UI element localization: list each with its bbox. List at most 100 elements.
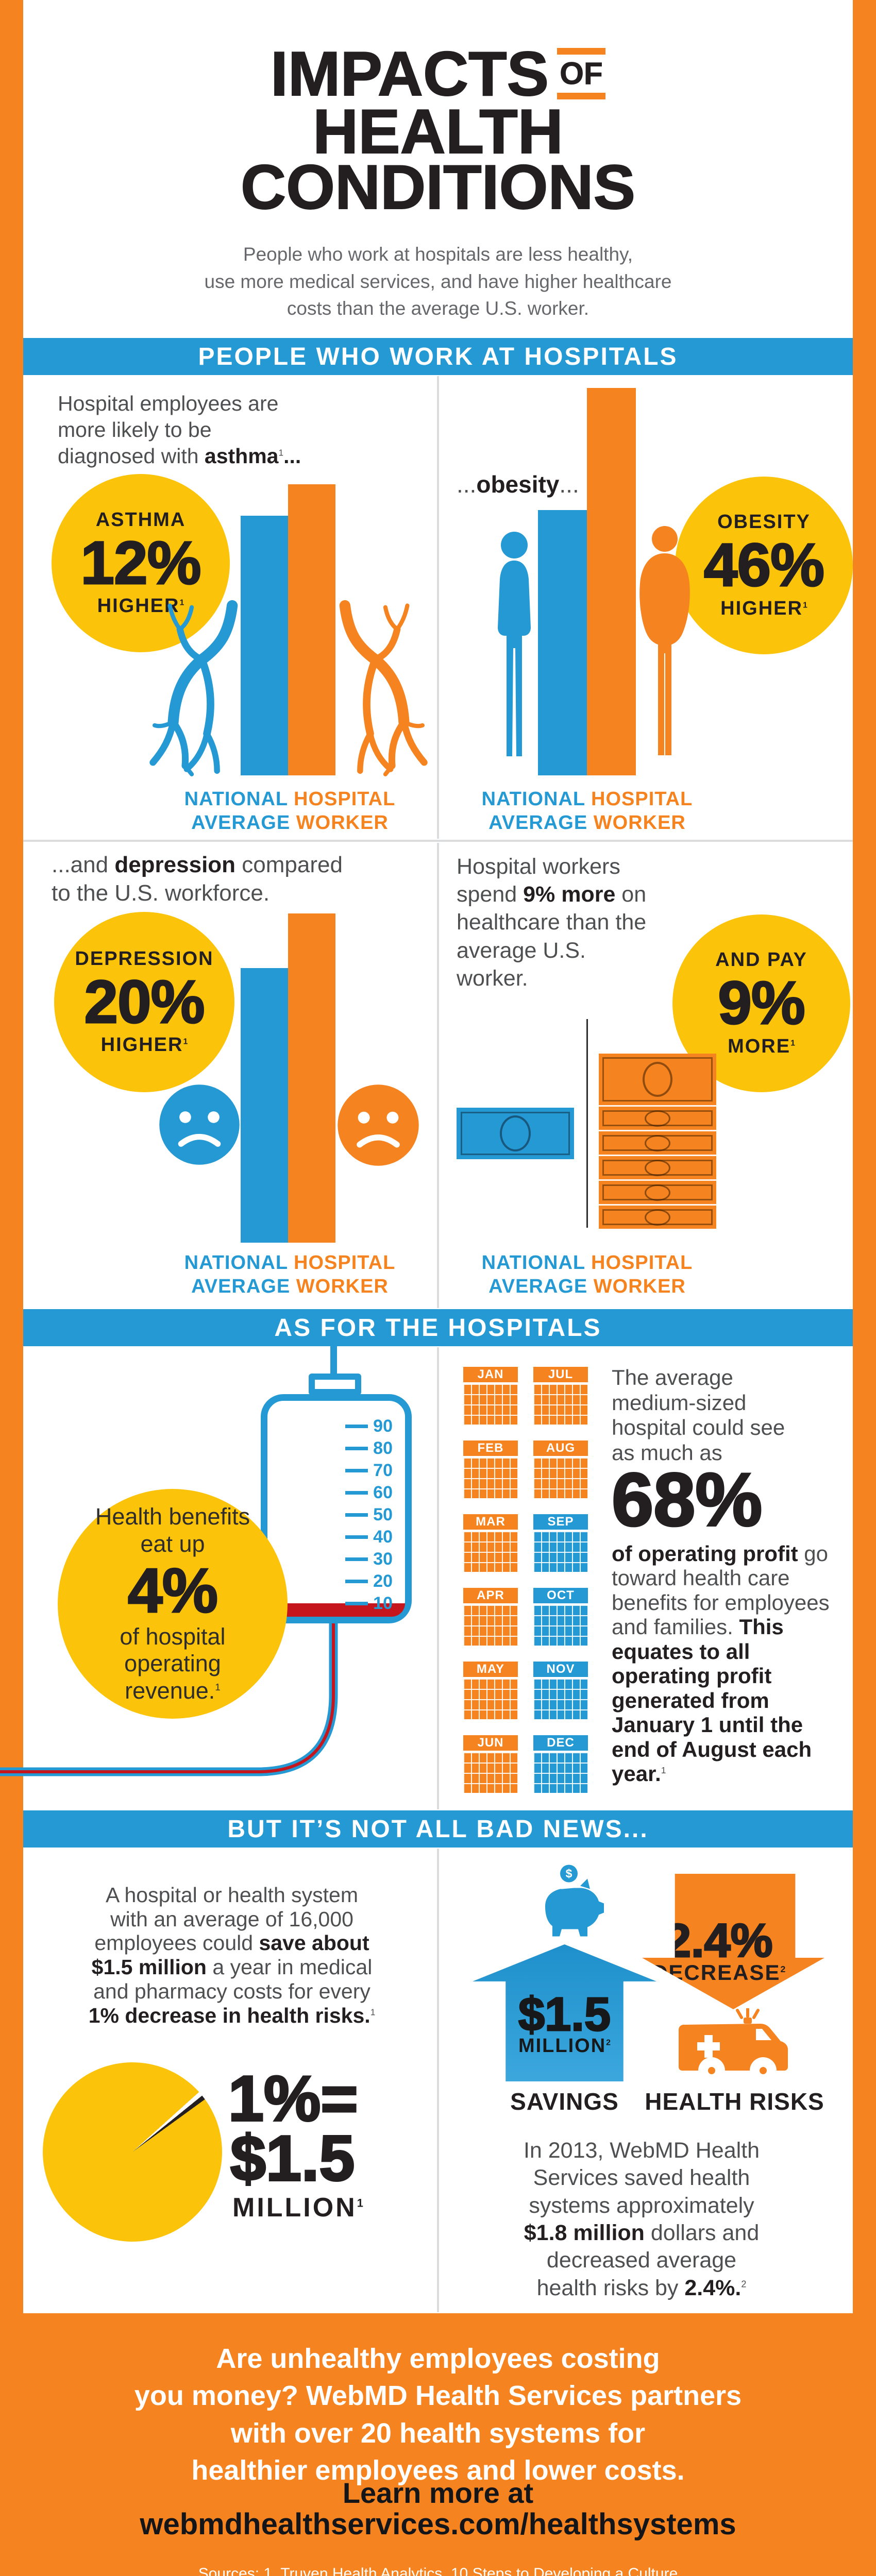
column-divider-3 bbox=[437, 1347, 439, 1809]
pie-equation-line1: 1%= bbox=[227, 2063, 359, 2134]
iv-badge-caption: of hospital operating revenue.1 bbox=[120, 1623, 226, 1704]
calendar-may: MAY bbox=[463, 1662, 518, 1719]
orange-bill-3 bbox=[599, 1130, 716, 1155]
calendar-apr: APR bbox=[463, 1588, 518, 1646]
profit-intro-text: The average medium-sized hospital could … bbox=[612, 1365, 785, 1465]
asthma-badge-value: 12% bbox=[80, 529, 202, 597]
learn-more-label: Learn more at bbox=[342, 2477, 534, 2509]
spend-badge-value: 9% bbox=[717, 969, 806, 1038]
iv-hanger bbox=[309, 1374, 361, 1395]
column-divider-4 bbox=[437, 1849, 439, 2312]
title-of-block: OF bbox=[557, 48, 605, 99]
bar-national-average bbox=[241, 516, 288, 775]
column-divider-2 bbox=[437, 843, 439, 1308]
left-border-rail bbox=[0, 0, 23, 2576]
calendar-jun: JUN bbox=[463, 1735, 518, 1793]
intro-subtitle: People who work at hospitals are less he… bbox=[204, 244, 672, 319]
obesity-badge-caption: HIGHER1 bbox=[720, 597, 807, 619]
one-percent-pie-chart bbox=[43, 2062, 222, 2242]
depression-paragraph: ...and depression compared to the U.S. w… bbox=[52, 852, 343, 906]
iv-tick-20: 20 bbox=[345, 1570, 393, 1592]
risk-decrease-unit: DECREASE2 bbox=[652, 1960, 786, 1985]
section-banner-good-news: BUT IT’S NOT ALL BAD NEWS... bbox=[23, 1810, 853, 1848]
profit-value: 68% bbox=[611, 1458, 763, 1541]
savings-label: SAVINGS bbox=[510, 2088, 619, 2115]
asthma-bar-chart bbox=[241, 484, 335, 775]
results-2013-paragraph: In 2013, WebMD Health Services saved hea… bbox=[523, 2138, 760, 2300]
ambulance-icon bbox=[679, 2008, 788, 2079]
obesity-badge-title: OBESITY bbox=[717, 511, 811, 533]
calendar-nov: NOV bbox=[533, 1662, 588, 1719]
iv-tick-30: 30 bbox=[345, 1548, 393, 1570]
iv-scale: 90 80 70 60 50 40 30 20 10 bbox=[345, 1415, 393, 1615]
asthma-badge-title: ASTHMA bbox=[95, 509, 186, 531]
piggy-bank-icon: $ bbox=[545, 1865, 604, 1937]
right-border-rail bbox=[853, 0, 876, 2576]
iv-tick-50: 50 bbox=[345, 1504, 393, 1526]
orange-bill-2 bbox=[599, 1105, 716, 1130]
obesity-paragraph: ...obesity... bbox=[457, 471, 579, 498]
sources-line-1: Sources: 1. Truven Health Analytics, 10 … bbox=[198, 2565, 678, 2576]
obesity-badge-value: 46% bbox=[703, 531, 825, 600]
of-bottom-bar bbox=[557, 93, 605, 99]
risk-down-arrow: 2.4% DECREASE2 bbox=[642, 1874, 824, 2009]
depression-stat-badge: DEPRESSION 20% HIGHER1 bbox=[54, 912, 234, 1092]
learn-more-url[interactable]: webmdhealthservices.com/healthsystems bbox=[140, 2507, 736, 2541]
asthma-chart-labels: NATIONAL HOSPITAL AVERAGE WORKER bbox=[184, 788, 396, 834]
obese-person-icon bbox=[639, 526, 690, 755]
page-title-line2: HEALTH bbox=[312, 96, 564, 167]
spend-paragraph: Hospital workers spend 9% more on health… bbox=[457, 854, 647, 991]
depression-badge-caption: HIGHER1 bbox=[100, 1034, 188, 1056]
health-risks-label: HEALTH RISKS bbox=[645, 2088, 824, 2115]
page-title-line3: CONDITIONS bbox=[240, 151, 636, 223]
calendar-sep: SEP bbox=[533, 1514, 588, 1572]
orange-bill-1 bbox=[599, 1054, 716, 1105]
asthma-badge-caption: HIGHER1 bbox=[97, 595, 184, 617]
asthma-paragraph: Hospital employees are more likely to be… bbox=[58, 392, 301, 468]
bar-national-average bbox=[241, 968, 288, 1243]
calendar-grid: JAN FEB MAR APR MAY JUN JUL AUG SEP OCT NOV DEC bbox=[463, 1367, 588, 1793]
title-impacts: IMPACTS bbox=[270, 38, 549, 109]
orange-bill-4 bbox=[599, 1155, 716, 1179]
asthma-stat-badge: ASTHMA 12% HIGHER1 bbox=[52, 474, 230, 652]
calendar-jul: JUL bbox=[533, 1367, 588, 1425]
dollar-bill-stack-icon-orange bbox=[599, 1054, 716, 1229]
svg-text:$: $ bbox=[566, 1867, 572, 1880]
column-divider-1 bbox=[437, 376, 439, 839]
spend-badge-caption: MORE1 bbox=[728, 1035, 795, 1057]
calendar-dec: DEC bbox=[533, 1735, 588, 1793]
iv-tick-90: 90 bbox=[345, 1415, 393, 1437]
lung-icon-orange bbox=[339, 600, 428, 776]
money-chart-divider bbox=[586, 1019, 588, 1228]
section-banner-hospitals: AS FOR THE HOSPITALS bbox=[23, 1309, 853, 1346]
iv-badge-lead: Health benefits eat up bbox=[95, 1503, 250, 1557]
iv-tick-80: 80 bbox=[345, 1437, 393, 1460]
section-banner-people: PEOPLE WHO WORK AT HOSPITALS bbox=[23, 338, 853, 375]
of-top-bar bbox=[557, 48, 605, 55]
dollar-bill-icon-blue bbox=[457, 1108, 574, 1159]
title-of: OF bbox=[560, 56, 603, 91]
page-title-line1: IMPACTS OF bbox=[23, 38, 853, 109]
savings-amount: $1.5 bbox=[517, 1988, 611, 2042]
obesity-stat-badge: OBESITY 46% HIGHER1 bbox=[675, 477, 853, 654]
depression-bar-chart bbox=[241, 913, 335, 1243]
calendar-jan: JAN bbox=[463, 1367, 518, 1425]
iv-badge-value: 4% bbox=[127, 1555, 218, 1625]
obesity-bar-chart bbox=[538, 388, 636, 775]
row-divider bbox=[23, 840, 853, 842]
savings-unit: MILLION2 bbox=[518, 2035, 611, 2057]
footer-cta-text: Are unhealthy employees costing you mone… bbox=[134, 2343, 742, 2486]
depression-badge-title: DEPRESSION bbox=[75, 947, 214, 970]
orange-bill-6 bbox=[599, 1204, 716, 1229]
depression-badge-value: 20% bbox=[83, 968, 206, 1036]
iv-tick-70: 70 bbox=[345, 1460, 393, 1482]
risk-decrease-amount: 2.4% bbox=[664, 1914, 773, 1968]
operating-revenue-badge: Health benefits eat up 4% of hospital op… bbox=[58, 1489, 288, 1719]
iv-tick-40: 40 bbox=[345, 1526, 393, 1548]
calendar-mar: MAR bbox=[463, 1514, 518, 1572]
calendar-aug: AUG bbox=[533, 1440, 588, 1498]
profit-detail-text: of operating profit go toward health car… bbox=[612, 1541, 830, 1786]
thin-person-icon bbox=[498, 532, 531, 756]
footer-panel bbox=[0, 2313, 876, 2576]
